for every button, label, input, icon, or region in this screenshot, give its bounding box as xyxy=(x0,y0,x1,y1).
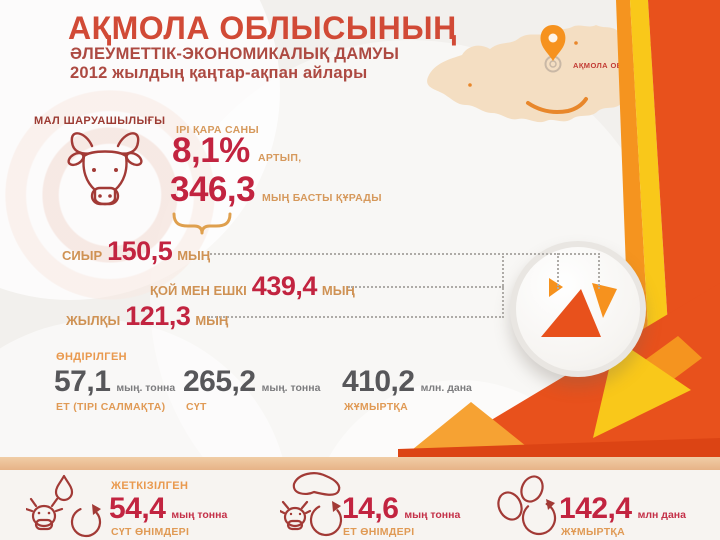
right-decoration xyxy=(398,0,720,458)
row-value: 150,5 xyxy=(107,236,173,266)
dotted-line-horses xyxy=(208,316,504,318)
divider-band xyxy=(0,457,720,470)
delivered-unit: мың тонна xyxy=(171,509,228,521)
location-pin-icon xyxy=(540,25,566,73)
produced-meat-label: ЕТ (ТІРІ САЛМАҚТА) xyxy=(56,401,166,413)
delivered-meat: 14,6 мың тонна xyxy=(342,492,460,526)
cow-icon xyxy=(67,132,143,206)
page-subtitle-line2: 2012 жылдың қаңтар-ақпан айлары xyxy=(70,64,368,82)
cattle-count-label: ІРІ ҚАРА САНЫ xyxy=(176,124,259,136)
row-value: 121,3 xyxy=(125,301,191,331)
row-label: ЖЫЛҚЫ xyxy=(66,313,121,328)
delivered-milk: 54,4 мың тонна xyxy=(109,492,227,526)
milk-cow-icon xyxy=(26,474,102,538)
row-label: ҚОЙ МЕН ЕШКІ xyxy=(150,283,247,298)
produced-value: 57,1 xyxy=(54,365,111,398)
map-speck xyxy=(468,83,472,87)
dotted-line-vertical-left xyxy=(502,253,504,318)
delivered-milk-label: СҮТ ӨНІМДЕРІ xyxy=(111,526,190,538)
eggs-icon xyxy=(497,475,557,536)
dotted-line-vertical-mid xyxy=(557,253,559,289)
page-title: АҚМОЛА ОБЛЫСЫНЫҢ xyxy=(68,10,457,46)
meat-cow-icon xyxy=(280,472,343,537)
delivered-eggs-label: ЖҰМЫРТҚА xyxy=(561,526,626,538)
cattle-total-value: 346,3 xyxy=(170,170,256,209)
delivered-eggs: 142,4 млн дана xyxy=(559,492,686,526)
underbrace-icon xyxy=(172,212,232,235)
corner-bottom-strip xyxy=(398,438,720,458)
produced-unit: мың. тонна xyxy=(116,382,176,394)
cattle-growth-suffix: АРТЫП, xyxy=(258,152,302,164)
produced-unit: мың. тонна xyxy=(261,382,321,394)
produced-milk: 265,2 мың. тонна xyxy=(183,365,320,399)
row-unit: МЫҢ xyxy=(321,283,355,298)
delivered-section-title: ЖЕТКІЗІЛГЕН xyxy=(111,480,189,492)
produced-milk-label: СҮТ xyxy=(186,401,207,413)
kazakhstan-map: АҚМОЛА ОБЛЫСЫ xyxy=(427,25,674,123)
bottom-section-background xyxy=(0,470,720,540)
cattle-total-suffix: МЫҢ БАСТЫ ҚҰРАДЫ xyxy=(262,192,382,204)
cattle-growth-value: 8,1% xyxy=(172,131,250,170)
page-subtitle-line1: ӘЛЕУМЕТТІК-ЭКОНОМИКАЛЫҚ ДАМУЫ xyxy=(70,45,400,63)
map-region-label: АҚМОЛА ОБЛЫСЫ xyxy=(573,61,649,70)
livestock-section-title: МАЛ ШАРУАШЫЛЫҒЫ xyxy=(34,115,166,127)
produced-unit: млн. дана xyxy=(420,382,472,394)
corner-triangle-lightorange xyxy=(402,402,541,458)
produced-meat: 57,1 мың. тонна xyxy=(54,365,175,399)
lake-balkhash-mark xyxy=(526,97,588,114)
delivered-value: 142,4 xyxy=(559,492,632,525)
dotted-line-vertical-right xyxy=(598,253,600,289)
delivered-value: 14,6 xyxy=(342,492,399,525)
delivered-unit: млн дана xyxy=(637,509,686,521)
dotted-line-cows xyxy=(210,253,600,255)
row-horses: ЖЫЛҚЫ 121,3 МЫҢ xyxy=(66,301,228,332)
produced-value: 265,2 xyxy=(183,365,256,398)
triangles-logo-icon xyxy=(541,278,617,337)
produced-eggs-label: ЖҰМЫРТҚА xyxy=(344,401,409,413)
map-speck xyxy=(574,41,578,45)
row-cows: СИЫР 150,5 МЫҢ xyxy=(62,236,210,267)
row-unit: МЫҢ xyxy=(177,248,211,263)
delivered-meat-label: ЕТ ӨНІМДЕРІ xyxy=(343,526,415,538)
dotted-line-sheep xyxy=(348,286,504,288)
produced-value: 410,2 xyxy=(342,365,415,398)
row-label: СИЫР xyxy=(62,248,103,263)
produced-section-title: ӨНДІРІЛГЕН xyxy=(56,351,128,363)
delivered-unit: мың тонна xyxy=(404,509,461,521)
produced-eggs: 410,2 млн. дана xyxy=(342,365,472,399)
map-silhouette xyxy=(427,25,674,123)
row-sheep-goats: ҚОЙ МЕН ЕШКІ 439,4 МЫҢ xyxy=(150,271,355,302)
row-value: 439,4 xyxy=(251,271,318,301)
delivered-value: 54,4 xyxy=(109,492,166,525)
